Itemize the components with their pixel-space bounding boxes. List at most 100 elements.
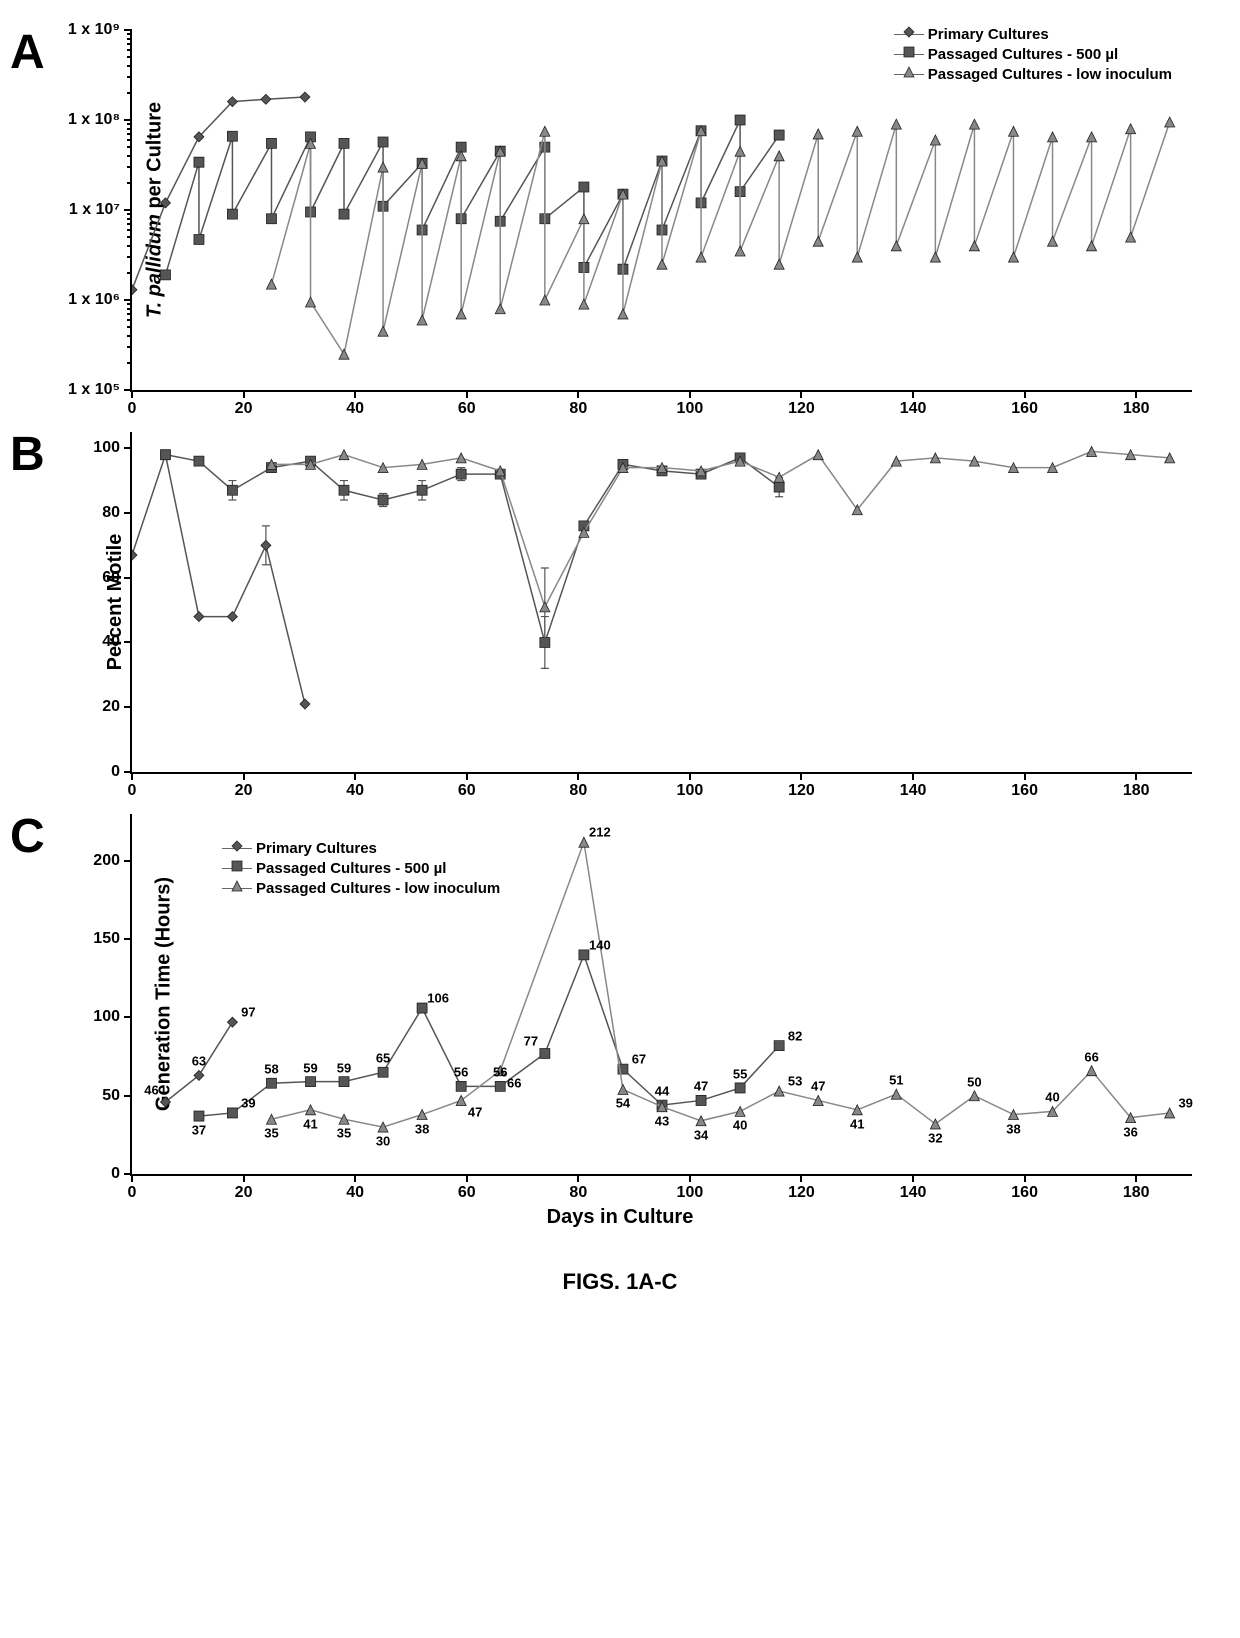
marker-passagedLow xyxy=(540,126,550,136)
marker-passaged500 xyxy=(227,485,237,495)
marker-passagedLow xyxy=(1087,241,1097,251)
legend-item: Primary Cultures xyxy=(222,839,500,857)
point-label: 67 xyxy=(632,1052,646,1067)
point-label: 66 xyxy=(1084,1049,1098,1064)
marker-passaged500 xyxy=(774,130,784,140)
marker-passagedLow xyxy=(735,146,745,156)
y-tick-label: 60 xyxy=(102,569,132,587)
x-tick-label: 180 xyxy=(1123,390,1150,418)
point-label: 32 xyxy=(928,1130,942,1145)
panel-b-plot: Percent Motile 0204060801000204060801001… xyxy=(130,432,1192,774)
x-tick-label: 60 xyxy=(458,772,476,800)
y-tick-label: 20 xyxy=(102,698,132,716)
x-tick-label: 140 xyxy=(900,1174,927,1202)
panel-c-plot: Generation Time (Hours) 0501001502000204… xyxy=(130,814,1192,1176)
marker-passagedLow xyxy=(1008,126,1018,136)
point-label: 59 xyxy=(303,1060,317,1075)
x-tick-label: 60 xyxy=(458,390,476,418)
marker-passaged500 xyxy=(378,495,388,505)
point-label: 38 xyxy=(415,1121,429,1136)
point-label: 36 xyxy=(1123,1124,1137,1139)
x-tick-label: 0 xyxy=(128,1174,137,1202)
series-line-passaged500 xyxy=(165,455,779,643)
series-line-primary xyxy=(132,455,305,704)
marker-passagedLow xyxy=(969,1091,979,1101)
point-label: 106 xyxy=(427,991,449,1006)
marker-passagedLow xyxy=(969,119,979,129)
marker-passagedLow xyxy=(579,214,589,224)
y-tick-label: 80 xyxy=(102,504,132,522)
marker-passaged500 xyxy=(378,1067,388,1077)
marker-primary xyxy=(261,540,271,550)
marker-passagedLow xyxy=(417,315,427,325)
point-label: 50 xyxy=(967,1074,981,1089)
legend-marker-icon xyxy=(222,859,252,877)
marker-passagedLow xyxy=(774,259,784,269)
point-label: 140 xyxy=(589,937,611,952)
point-label: 51 xyxy=(889,1073,903,1088)
x-tick-label: 120 xyxy=(788,390,815,418)
marker-passaged500 xyxy=(339,485,349,495)
point-label: 55 xyxy=(733,1066,747,1081)
x-tick-label: 160 xyxy=(1011,1174,1038,1202)
marker-passagedLow xyxy=(1008,252,1018,262)
marker-passaged500 xyxy=(774,1041,784,1051)
x-tick-label: 40 xyxy=(346,390,364,418)
marker-passaged500 xyxy=(227,1108,237,1118)
marker-passaged500 xyxy=(417,1003,427,1013)
point-label: 39 xyxy=(1178,1095,1192,1110)
x-tick-label: 80 xyxy=(569,1174,587,1202)
point-label: 63 xyxy=(192,1054,206,1069)
panel-a-label: A xyxy=(10,25,45,80)
marker-passagedLow xyxy=(813,1095,823,1105)
point-label: 77 xyxy=(524,1034,538,1049)
point-label: 38 xyxy=(1006,1121,1020,1136)
marker-passaged500 xyxy=(160,450,170,460)
marker-passagedLow xyxy=(417,1110,427,1120)
marker-passagedLow xyxy=(1087,132,1097,142)
marker-passagedLow xyxy=(495,304,505,314)
figure-container: A T. pallidum per Culture 1 x 10⁵1 x 10⁶… xyxy=(20,30,1220,1295)
point-label: 41 xyxy=(850,1116,864,1131)
legend-marker-icon xyxy=(222,879,252,897)
point-label: 46 xyxy=(144,1083,158,1098)
x-tick-label: 140 xyxy=(900,390,927,418)
x-tick-label: 80 xyxy=(569,772,587,800)
legend-label: Passaged Cultures - 500 µl xyxy=(928,46,1118,63)
marker-passagedLow xyxy=(618,1084,628,1094)
y-tick-label: 1 x 10⁹ xyxy=(68,21,132,39)
marker-passagedLow xyxy=(813,129,823,139)
marker-passagedLow xyxy=(540,602,550,612)
marker-primary xyxy=(261,94,271,104)
point-label: 41 xyxy=(303,1116,317,1131)
legend-label: Passaged Cultures - low inoculum xyxy=(928,66,1172,83)
marker-passagedLow xyxy=(852,1105,862,1115)
legend-label: Primary Cultures xyxy=(256,840,377,857)
legend-item: Passaged Cultures - 500 µl xyxy=(222,859,500,877)
y-tick-label: 200 xyxy=(93,852,132,870)
point-label: 212 xyxy=(589,825,611,840)
point-label: 56 xyxy=(493,1065,507,1080)
marker-passagedLow xyxy=(266,279,276,289)
y-tick-label: 1 x 10⁸ xyxy=(68,111,132,129)
marker-passagedLow xyxy=(696,1116,706,1126)
marker-passaged500 xyxy=(339,138,349,148)
y-tick-label: 50 xyxy=(102,1087,132,1105)
series-line-passagedLow xyxy=(271,451,1169,606)
marker-passagedLow xyxy=(852,252,862,262)
marker-passagedLow xyxy=(1048,132,1058,142)
panel-a-plot: T. pallidum per Culture 1 x 10⁵1 x 10⁶1 … xyxy=(130,30,1192,392)
point-label: 53 xyxy=(788,1074,802,1089)
marker-passagedLow xyxy=(339,450,349,460)
marker-passaged500 xyxy=(266,214,276,224)
panel-b-label: B xyxy=(10,427,45,482)
marker-passaged500 xyxy=(227,131,237,141)
marker-passaged500 xyxy=(266,1078,276,1088)
point-label: 40 xyxy=(733,1118,747,1133)
marker-passaged500 xyxy=(194,157,204,167)
point-label: 39 xyxy=(241,1095,255,1110)
legend-item: Passaged Cultures - 500 µl xyxy=(894,45,1172,63)
x-tick-label: 40 xyxy=(346,1174,364,1202)
y-tick-label: 1 x 10⁵ xyxy=(68,381,132,399)
point-label: 82 xyxy=(788,1028,802,1043)
